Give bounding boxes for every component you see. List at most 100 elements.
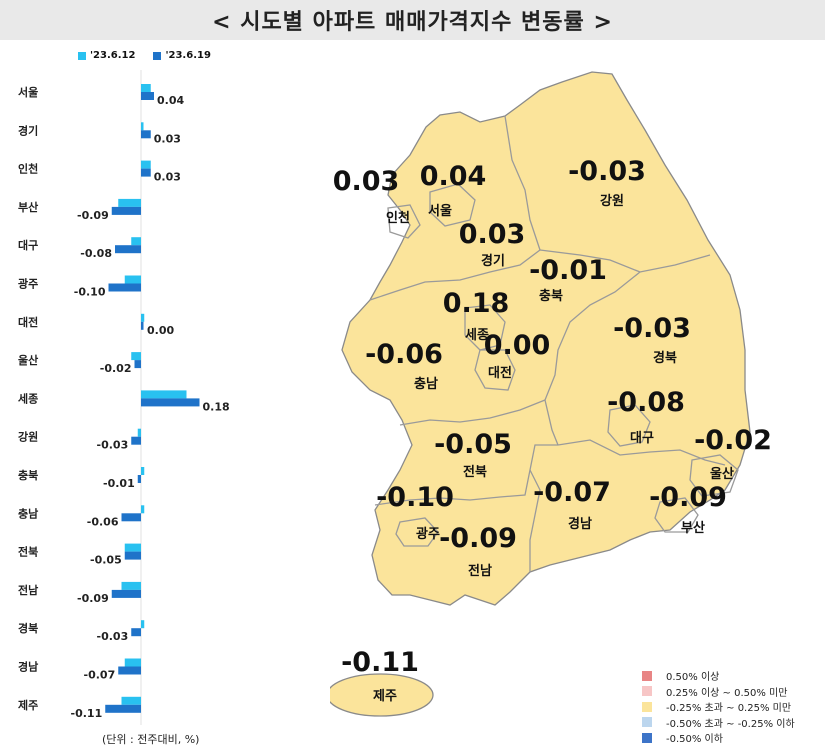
range-swatch <box>642 670 652 681</box>
border-gwangju <box>395 517 439 547</box>
bar-series-1 <box>118 198 141 207</box>
bar-series-1 <box>141 505 145 514</box>
category-label: 울산 <box>18 353 38 367</box>
bar-series-1 <box>141 313 145 322</box>
range-swatch <box>642 717 652 728</box>
unit-note: (단위 : 전주대비, %) <box>102 733 200 746</box>
value-label: -0.01 <box>103 477 135 490</box>
map-region-7: 대전 <box>488 365 512 381</box>
value-label: 0.03 <box>154 132 181 145</box>
border-seoul <box>429 183 476 227</box>
map-region-10: 대구 <box>630 431 654 446</box>
bar-series-1 <box>124 275 141 284</box>
category-label: 경남 <box>18 660 38 674</box>
border-gangwon-north <box>539 249 711 273</box>
category-label: 세종 <box>18 391 38 405</box>
bar-series-2 <box>137 475 141 483</box>
map-value-17: -0.11 <box>341 647 419 678</box>
map-region-5: 충북 <box>539 288 563 304</box>
legend-item-series-1: '23.6.12 <box>78 50 135 61</box>
bar-series-2 <box>141 321 144 330</box>
map-region-9: 충남 <box>414 376 438 392</box>
map-value-5: -0.01 <box>529 255 607 286</box>
legend-label-series-2: '23.6.19 <box>165 50 211 61</box>
range-swatch <box>642 701 652 712</box>
bar-series-2 <box>108 283 141 292</box>
value-label: -0.08 <box>80 247 112 260</box>
map-region-15: 부산 <box>681 520 705 536</box>
map-value-7: 0.00 <box>484 330 551 361</box>
map-region-13: 광주 <box>416 527 440 542</box>
value-label: -0.11 <box>71 707 103 720</box>
map-value-13: -0.10 <box>376 482 454 513</box>
map-value-2: 0.04 <box>420 161 487 192</box>
bar-series-2 <box>141 398 200 407</box>
value-label: 0.00 <box>147 324 174 337</box>
border-jeonbuk-jeonnam <box>374 444 558 506</box>
category-label: 인천 <box>18 162 38 176</box>
bar-series-2 <box>134 360 141 369</box>
bar-series-2 <box>141 168 151 177</box>
map-value-11: -0.02 <box>694 425 770 456</box>
border-sejong <box>464 304 506 351</box>
value-label: -0.07 <box>84 669 116 682</box>
category-label: 부산 <box>18 200 38 214</box>
value-label: -0.10 <box>74 286 106 299</box>
title-bar: < 시도별 아파트 매매가격지수 변동률 > <box>0 0 825 40</box>
bar-series-2 <box>131 628 141 637</box>
map-region-14: 경남 <box>568 516 592 532</box>
category-label: 전남 <box>18 583 38 597</box>
range-legend-item: -0.50% 이하 <box>642 730 795 746</box>
bar-series-1 <box>121 581 141 590</box>
map-value-9: -0.06 <box>365 339 443 370</box>
bar-series-2 <box>111 206 141 215</box>
value-label: 0.04 <box>157 94 184 107</box>
map-region-8: 경북 <box>653 350 677 366</box>
map-region-1: 인천 <box>386 210 410 226</box>
bar-series-1 <box>131 352 141 361</box>
category-label: 강원 <box>18 430 38 444</box>
value-label: -0.02 <box>100 362 132 375</box>
legend-swatch-series-1 <box>78 51 86 60</box>
value-label: -0.03 <box>97 630 129 643</box>
border-daejeon <box>474 349 516 391</box>
category-label: 제주 <box>18 698 38 712</box>
map-value-14: -0.07 <box>533 477 611 508</box>
map-value-1: 0.03 <box>333 166 400 197</box>
bar-series-1 <box>141 122 144 131</box>
map-value-15: -0.09 <box>649 482 727 513</box>
map-shapes <box>330 71 751 717</box>
range-legend-item: 0.25% 이상 ~ 0.50% 미만 <box>642 684 795 700</box>
bar-series-2 <box>141 92 154 100</box>
border-gyeonggi-chungnam <box>369 249 541 301</box>
range-legend: 0.50% 이상 0.25% 이상 ~ 0.50% 미만 -0.25% 초과 ~… <box>642 668 795 746</box>
category-label: 충남 <box>18 506 38 520</box>
bar-chart: 서울 0.04 경기 0.03 인천 0.03 부산 -0.09 대구 -0.08 광주 -0.10 대… <box>18 70 230 725</box>
map-value-12: -0.05 <box>434 429 512 460</box>
category-label: 경북 <box>18 621 38 635</box>
bar-series-1 <box>141 160 151 169</box>
bar-series-1 <box>141 390 187 399</box>
border-gyeonggi-gangwon <box>504 115 541 251</box>
map-value-10: -0.08 <box>607 387 685 418</box>
value-label: -0.03 <box>97 439 129 452</box>
category-label: 경기 <box>18 123 38 137</box>
legend-label-series-1: '23.6.12 <box>90 50 136 61</box>
map-value-4: 0.03 <box>459 219 526 250</box>
range-label: -0.50% 이하 <box>666 734 723 746</box>
map-region-11: 울산 <box>710 466 734 482</box>
range-label: 0.50% 이상 <box>666 672 720 684</box>
map-value-16: -0.09 <box>439 523 517 554</box>
value-label: -0.09 <box>77 209 109 222</box>
border-gyeongbuk-gyeongnam <box>557 439 726 466</box>
value-label: -0.09 <box>77 592 109 605</box>
map-region-2: 서울 <box>428 203 452 219</box>
bar-series-2 <box>115 245 141 254</box>
map-region-16: 전남 <box>468 563 492 579</box>
bar-series-2 <box>105 704 141 713</box>
map-region-17: 제주 <box>373 689 397 704</box>
series-legend: '23.6.12 '23.6.19 <box>78 50 211 61</box>
border-busan <box>654 497 699 533</box>
bar-series-2 <box>124 551 141 560</box>
range-legend-item: -0.25% 초과 ~ 0.25% 미만 <box>642 699 795 715</box>
